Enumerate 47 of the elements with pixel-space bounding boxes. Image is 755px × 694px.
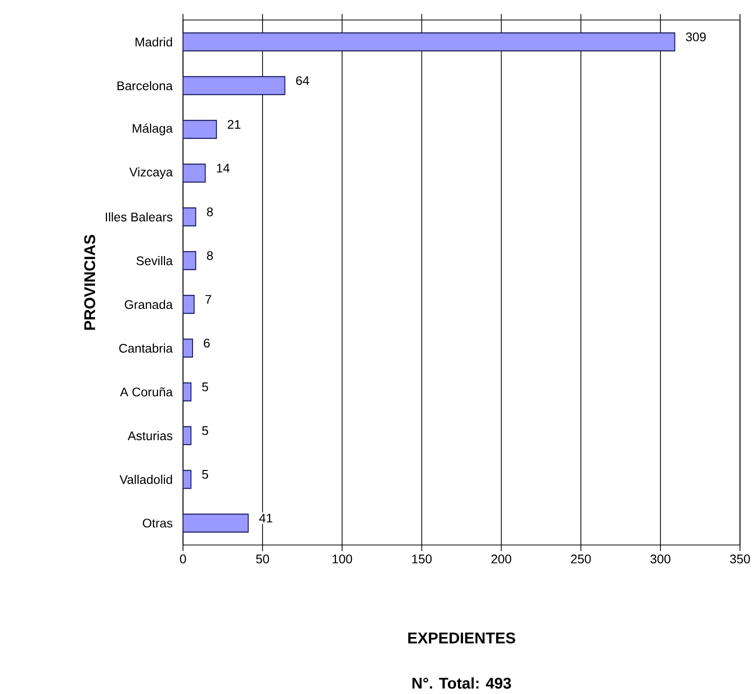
x-axis-title: EXPEDIENTES xyxy=(408,632,516,644)
y-tick-label: Vizcaya xyxy=(129,167,173,179)
x-tick-label: 100 xyxy=(332,554,352,564)
data-label: 5 xyxy=(202,470,208,479)
bar xyxy=(182,426,192,446)
data-label: 8 xyxy=(206,251,213,260)
x-tick-label: 350 xyxy=(730,554,750,564)
bar xyxy=(182,164,206,183)
bar xyxy=(182,294,195,314)
bar xyxy=(182,120,217,139)
y-axis-title: PROVINCIAS xyxy=(84,234,96,330)
bar xyxy=(182,382,192,402)
bar xyxy=(182,76,286,96)
y-tick-label: Madrid xyxy=(136,37,172,46)
y-tick-label: Cantabria xyxy=(119,344,173,353)
y-tick-label: Sevilla xyxy=(136,256,173,266)
data-label: 309 xyxy=(686,32,706,42)
x-tick-label: 150 xyxy=(412,554,432,564)
y-tick-label: A Coruña xyxy=(120,387,173,396)
x-tick-label: 50 xyxy=(256,554,270,564)
y-tick-label: Barcelona xyxy=(118,81,173,90)
data-label: 8 xyxy=(206,207,213,216)
y-tick-label: Málaga xyxy=(132,123,173,136)
data-label: 5 xyxy=(202,382,208,392)
y-tick-label: Illes Balears xyxy=(106,212,172,222)
y-tick-label: Asturias xyxy=(128,431,172,440)
data-label: 6 xyxy=(204,338,210,348)
data-label: 5 xyxy=(202,426,208,435)
y-tick-label: Otras xyxy=(142,518,172,528)
data-label: 21 xyxy=(228,120,240,129)
bar xyxy=(182,207,196,226)
bar xyxy=(182,338,193,358)
x-tick-label: 200 xyxy=(491,554,512,564)
bar xyxy=(182,32,676,52)
bar xyxy=(182,470,192,489)
bar xyxy=(182,251,196,270)
data-label: 14 xyxy=(216,164,230,172)
x-tick-label: 300 xyxy=(650,554,670,564)
data-label: 64 xyxy=(296,76,310,86)
data-label: 7 xyxy=(205,295,212,304)
y-tick-label: Valladolid xyxy=(120,474,172,484)
x-tick-label: 250 xyxy=(571,554,591,564)
x-tick-label: 0 xyxy=(180,554,186,564)
data-label: 41 xyxy=(259,514,272,522)
y-tick-label: Granada xyxy=(124,300,173,309)
text: N°. Total: 493 xyxy=(412,677,511,689)
bar xyxy=(182,514,249,533)
